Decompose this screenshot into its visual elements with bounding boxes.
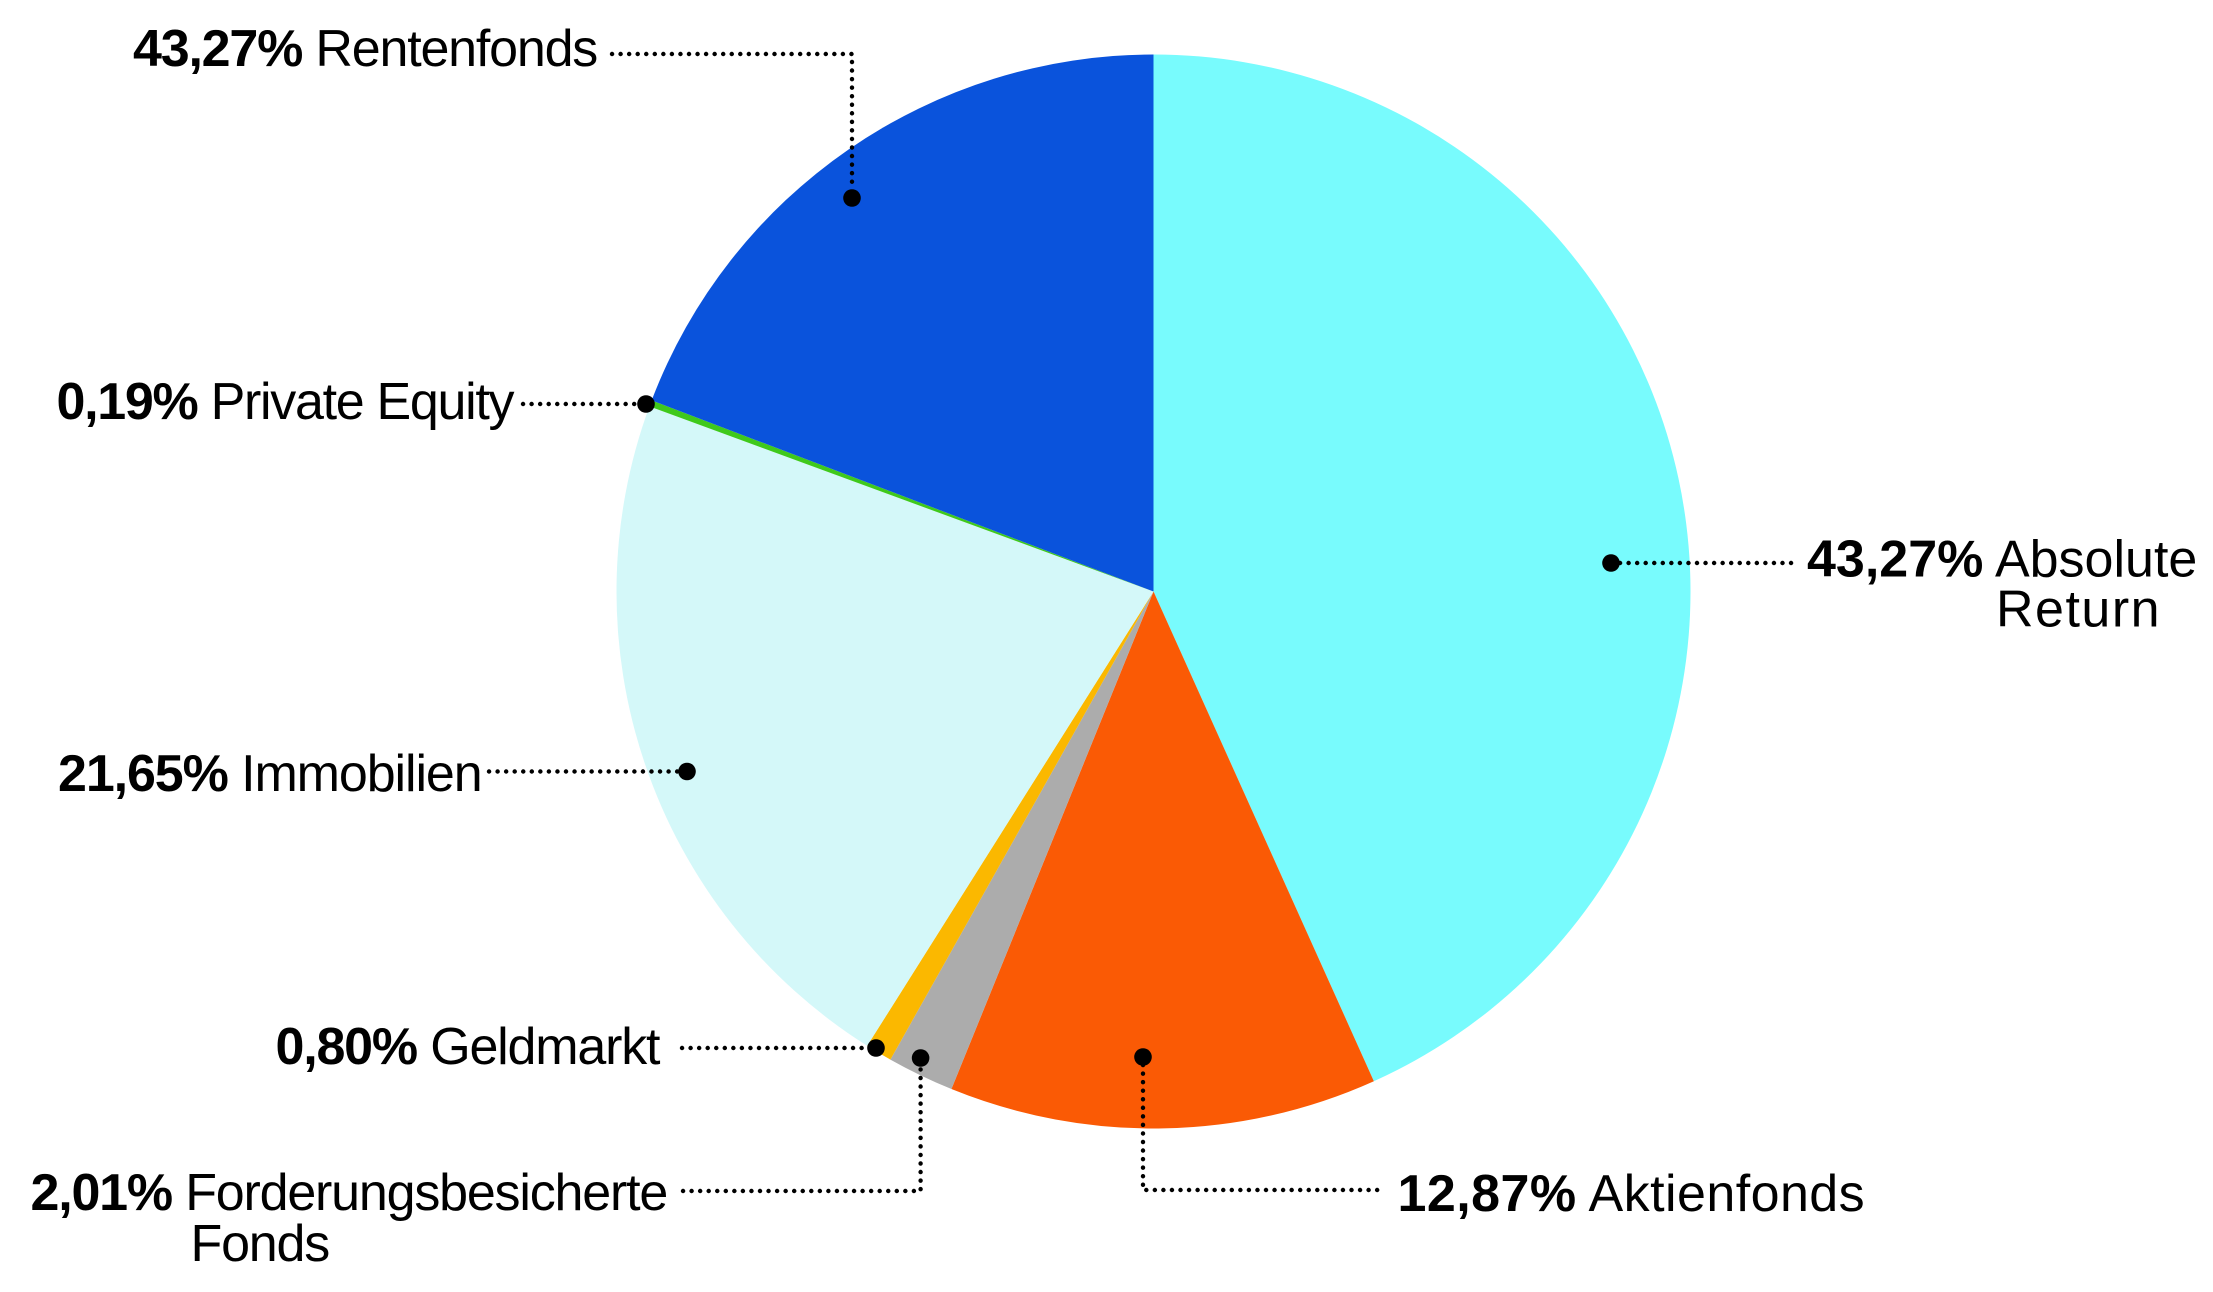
svg-text:0,19% Private Equity: 0,19% Private Equity — [57, 373, 515, 431]
svg-text:Fonds: Fonds — [191, 1215, 330, 1273]
svg-text:21,65% Immobilien: 21,65% Immobilien — [58, 745, 482, 803]
svg-text:0,80% Geldmarkt: 0,80% Geldmarkt — [276, 1018, 661, 1076]
svg-text:2,01% Forderungsbesicherte: 2,01% Forderungsbesicherte — [31, 1164, 668, 1222]
svg-text:43,27% Absolute: 43,27% Absolute — [1807, 531, 2197, 589]
svg-text:Return: Return — [1996, 581, 2161, 639]
svg-text:12,87% Aktienfonds: 12,87% Aktienfonds — [1398, 1165, 1866, 1223]
svg-text:43,27% Rentenfonds: 43,27% Rentenfonds — [133, 20, 597, 78]
